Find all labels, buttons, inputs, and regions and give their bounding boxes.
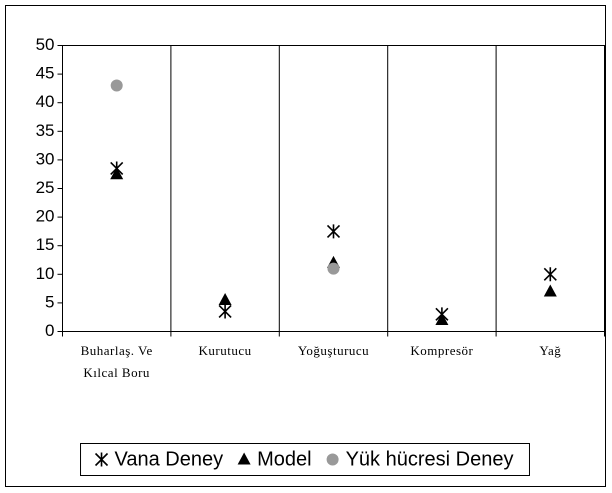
x-tick-label: Kompresör — [410, 343, 474, 358]
y-tick-label: 45 — [36, 64, 55, 83]
data-point — [110, 79, 123, 92]
legend-box — [80, 443, 530, 476]
x-tick-label: Yağ — [539, 343, 562, 358]
y-tick-label: 40 — [36, 92, 55, 111]
data-point — [218, 293, 232, 306]
legend-label: Vana Deney — [115, 448, 224, 470]
data-point — [543, 284, 557, 297]
x-tick-label: Yoğuşturucu — [297, 343, 370, 358]
y-tick-label: 25 — [36, 178, 55, 197]
x-tick-label: Buharlaş. Ve Kılcal Boru — [80, 343, 153, 380]
y-tick-label: 35 — [36, 121, 55, 140]
data-point — [218, 304, 232, 319]
data-point — [110, 167, 124, 180]
y-tick-label: 50 — [36, 35, 55, 54]
y-tick-label: 5 — [45, 292, 54, 311]
legend-marker — [94, 452, 109, 467]
legend-marker — [237, 452, 251, 465]
y-tick-label: 15 — [36, 235, 55, 254]
y-tick-label: 0 — [45, 321, 54, 340]
legend-marker — [326, 453, 339, 466]
data-point — [435, 313, 449, 326]
x-tick-label: Kurutucu — [198, 343, 252, 358]
data-point — [326, 224, 341, 239]
y-tick-label: 30 — [36, 149, 55, 168]
data-point — [543, 267, 557, 282]
data-point — [327, 262, 340, 275]
legend-label: Yük hücresi Deney — [346, 448, 514, 470]
y-tick-label: 10 — [36, 264, 55, 283]
chart-border — [5, 5, 606, 487]
y-tick-label: 20 — [36, 207, 55, 226]
legend-label: Model — [257, 448, 311, 470]
legend: Vana Deney Model Yük hücresi Deney — [80, 443, 530, 476]
